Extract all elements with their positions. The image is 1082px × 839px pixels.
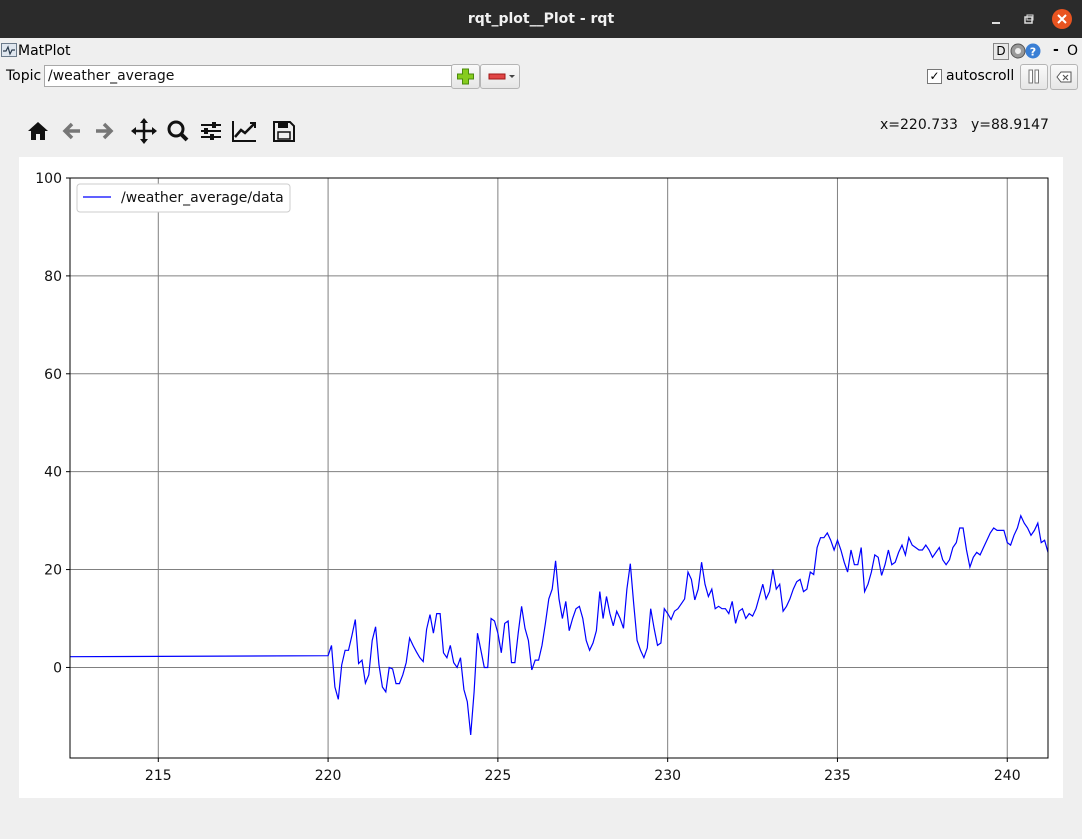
home-icon — [28, 122, 48, 140]
clear-icon — [1056, 71, 1072, 83]
window-title: rqt_plot__Plot - rqt — [467, 11, 615, 27]
plugin-header: MatPlot D ? - O — [0, 40, 1082, 62]
gear-icon[interactable] — [1010, 43, 1026, 59]
topic-row: Topic ✓ autoscroll — [0, 63, 1082, 91]
edit-axis-icon — [232, 121, 256, 142]
close-button[interactable] — [1052, 9, 1072, 29]
svg-text:?: ? — [1030, 46, 1036, 59]
topic-label: Topic — [6, 68, 42, 84]
home-button[interactable] — [24, 115, 52, 147]
pause-button[interactable] — [1020, 64, 1048, 90]
x-tick-label: 215 — [145, 768, 172, 784]
back-button[interactable] — [58, 115, 86, 147]
plus-icon — [457, 68, 474, 85]
x-tick-label: 235 — [824, 768, 851, 784]
restore-icon — [1024, 14, 1034, 24]
back-arrow-icon — [62, 122, 80, 140]
add-topic-button[interactable] — [451, 64, 480, 89]
plot-canvas[interactable]: 215 220 225 230 235 240 0 20 40 60 80 100 /weather_… — [19, 157, 1063, 798]
x-tick-label: 230 — [654, 768, 681, 784]
forward-button[interactable] — [90, 115, 118, 147]
y-tick-label: 20 — [44, 563, 62, 579]
matplot-plugin-icon — [1, 43, 17, 57]
x-tick-label: 225 — [485, 768, 512, 784]
y-tick-label: 100 — [35, 171, 62, 187]
minimize-button[interactable] — [986, 9, 1006, 29]
minimize-plugin-button[interactable]: - — [1053, 42, 1059, 58]
close-icon — [1057, 14, 1067, 24]
zoom-icon — [167, 120, 189, 142]
save-button[interactable] — [270, 115, 298, 147]
y-tick-label: 60 — [44, 367, 62, 383]
remove-topic-button[interactable] — [480, 64, 520, 89]
plugin-title: MatPlot — [18, 43, 71, 59]
edit-axis-button[interactable] — [230, 115, 258, 147]
configure-subplots-icon — [201, 122, 221, 140]
window-titlebar: rqt_plot__Plot - rqt — [0, 0, 1082, 38]
configure-subplots-button[interactable] — [197, 115, 225, 147]
save-icon — [273, 121, 295, 142]
y-tick-label: 0 — [53, 660, 62, 676]
axis-ticks: 215 220 225 230 235 240 0 20 40 60 80 100 — [35, 171, 1020, 784]
legend-box — [76, 183, 291, 213]
minimize-icon — [992, 22, 1000, 24]
y-tick-label: 40 — [44, 465, 62, 481]
chevron-down-icon — [509, 75, 515, 78]
pan-icon — [131, 118, 157, 144]
maximize-button[interactable] — [1019, 9, 1039, 29]
plot-svg: 215 220 225 230 235 240 0 20 40 60 80 100 /weather_… — [35, 171, 1049, 784]
autoscroll-label: autoscroll — [946, 68, 1015, 84]
legend-entry: /weather_average/data — [121, 190, 284, 206]
help-icon[interactable]: ? — [1025, 43, 1041, 59]
pan-button[interactable] — [130, 115, 158, 147]
topic-input[interactable] — [44, 65, 454, 87]
autoscroll-checkbox[interactable]: ✓ — [927, 69, 942, 84]
zoom-button[interactable] — [164, 115, 192, 147]
legend: /weather_average/data — [76, 183, 291, 213]
dock-button[interactable]: D — [993, 43, 1009, 60]
series-line — [69, 513, 1049, 736]
close-plugin-button[interactable]: O — [1067, 43, 1079, 59]
x-tick-label: 240 — [994, 768, 1021, 784]
cursor-x-readout: x=220.733 — [880, 117, 958, 133]
axes-frame — [69, 177, 1049, 759]
pause-icon — [1028, 69, 1039, 84]
x-tick-label: 220 — [315, 768, 342, 784]
forward-arrow-icon — [96, 122, 114, 140]
minus-icon — [488, 73, 515, 80]
cursor-y-readout: y=88.9147 — [971, 117, 1049, 133]
clear-button[interactable] — [1050, 64, 1078, 90]
y-tick-label: 80 — [44, 269, 62, 285]
grid-lines — [70, 177, 1048, 758]
